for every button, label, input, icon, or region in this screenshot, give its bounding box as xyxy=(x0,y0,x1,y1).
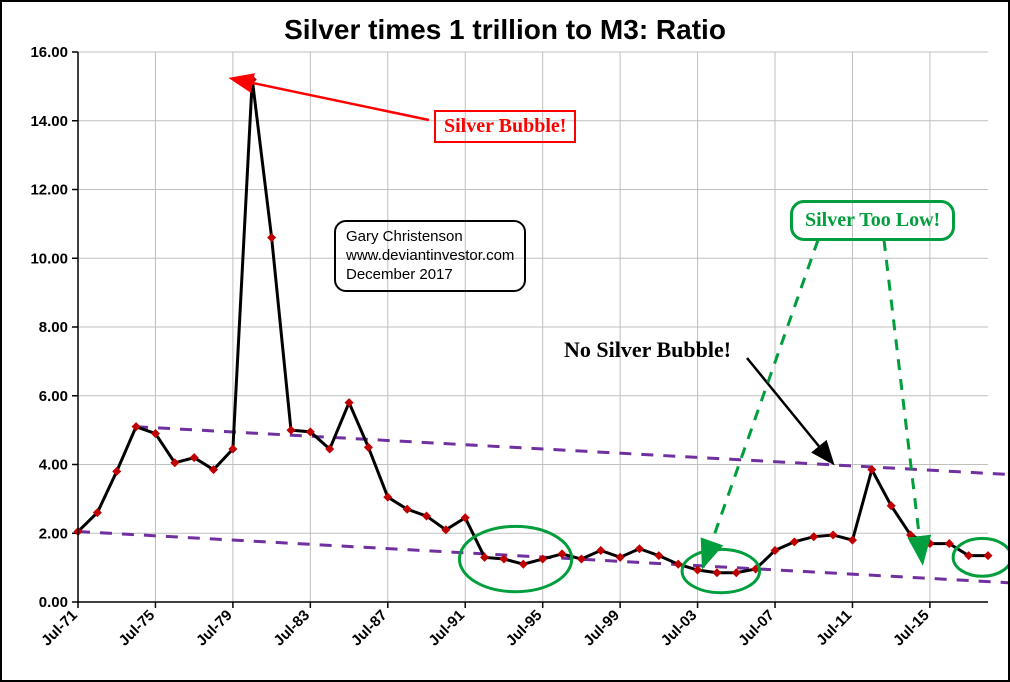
svg-text:Jul-83: Jul-83 xyxy=(270,607,313,650)
arrow-1 xyxy=(747,358,822,450)
marker xyxy=(654,551,663,560)
credit-box: Gary Christenson www.deviantinvestor.com… xyxy=(334,220,526,292)
chart-container: Silver times 1 trillion to M3: Ratio 0.0… xyxy=(0,0,1010,682)
marker xyxy=(732,568,741,577)
marker xyxy=(848,536,857,545)
marker xyxy=(596,546,605,555)
marker xyxy=(132,422,141,431)
marker xyxy=(712,568,721,577)
arrow-3 xyxy=(884,240,920,542)
arrow-0 xyxy=(248,82,429,120)
chart-svg: 0.00 2.00 4.00 6.00 8.00 10.00 12.00 14.00 16.00… xyxy=(2,2,1008,680)
data-markers xyxy=(73,75,992,577)
marker xyxy=(829,530,838,539)
data-series xyxy=(78,80,988,573)
marker xyxy=(983,551,992,560)
svg-text:Jul-95: Jul-95 xyxy=(503,607,546,650)
oval-2 xyxy=(953,538,1008,576)
svg-text:Jul-71: Jul-71 xyxy=(38,607,81,650)
marker xyxy=(364,443,373,452)
marker xyxy=(577,555,586,564)
svg-text:0.00: 0.00 xyxy=(39,594,68,611)
marker xyxy=(635,544,644,553)
svg-text:10.00: 10.00 xyxy=(30,250,68,267)
marker xyxy=(286,426,295,435)
svg-text:Jul-15: Jul-15 xyxy=(890,607,933,650)
svg-text:12.00: 12.00 xyxy=(30,182,68,199)
y-axis-ticks: 0.00 2.00 4.00 6.00 8.00 10.00 12.00 14.00 16.00 xyxy=(30,44,78,611)
trend-upper xyxy=(136,427,1008,477)
svg-text:Jul-11: Jul-11 xyxy=(813,607,855,649)
annotation-arrows xyxy=(248,82,920,547)
silver-bubble-label: Silver Bubble! xyxy=(434,110,576,143)
series-line xyxy=(78,80,988,573)
svg-text:Jul-03: Jul-03 xyxy=(658,607,701,650)
marker xyxy=(345,398,354,407)
svg-text:4.00: 4.00 xyxy=(39,457,68,474)
svg-text:14.00: 14.00 xyxy=(30,113,68,130)
marker xyxy=(519,560,528,569)
credit-line3: December 2017 xyxy=(346,266,453,283)
marker xyxy=(112,467,121,476)
svg-text:Jul-99: Jul-99 xyxy=(580,607,623,650)
svg-text:Jul-79: Jul-79 xyxy=(193,607,236,650)
svg-text:Jul-87: Jul-87 xyxy=(348,607,391,650)
marker xyxy=(790,537,799,546)
svg-text:16.00: 16.00 xyxy=(30,44,68,61)
svg-text:6.00: 6.00 xyxy=(39,388,68,405)
credit-line2: www.deviantinvestor.com xyxy=(346,247,514,264)
svg-text:Jul-91: Jul-91 xyxy=(425,607,468,650)
svg-text:8.00: 8.00 xyxy=(39,319,68,336)
marker xyxy=(925,539,934,548)
no-silver-bubble-label: No Silver Bubble! xyxy=(564,337,731,363)
marker xyxy=(267,233,276,242)
silver-too-low-label: Silver Too Low! xyxy=(790,200,955,241)
svg-text:2.00: 2.00 xyxy=(39,525,68,542)
credit-line1: Gary Christenson xyxy=(346,228,463,245)
oval-0 xyxy=(459,526,571,591)
svg-text:Jul-07: Jul-07 xyxy=(735,607,778,650)
arrow-2 xyxy=(710,240,818,547)
x-axis-ticks: Jul-71 Jul-75 Jul-79 Jul-83 Jul-87 Jul-91 Jul-… xyxy=(38,602,933,649)
svg-text:Jul-75: Jul-75 xyxy=(116,607,159,650)
